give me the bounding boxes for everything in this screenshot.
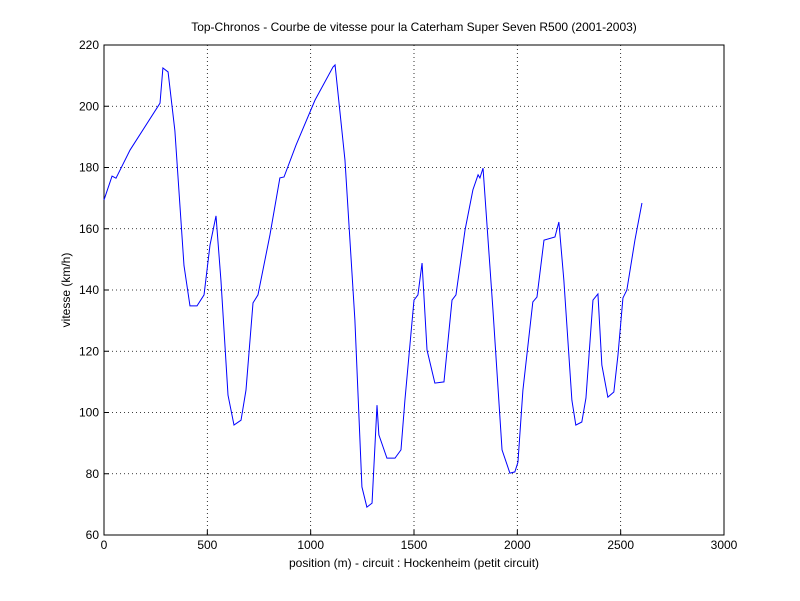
y-tick-label: 180 <box>79 161 99 175</box>
chart-title: Top-Chronos - Courbe de vitesse pour la … <box>191 20 637 34</box>
data-line <box>103 63 643 508</box>
y-tick-label: 120 <box>79 344 99 358</box>
y-tick-label: 200 <box>79 99 99 113</box>
y-tick-label: 60 <box>86 528 100 542</box>
x-tick-label: 0 <box>101 538 108 552</box>
x-tick-label: 2500 <box>607 538 634 552</box>
x-tick-label: 2000 <box>504 538 531 552</box>
y-tick-label: 80 <box>86 467 100 481</box>
plot-frame <box>103 44 725 536</box>
x-axis-label: position (m) - circuit : Hockenheim (pet… <box>289 556 539 570</box>
x-tick-label: 500 <box>197 538 217 552</box>
x-tick-label: 1000 <box>297 538 324 552</box>
y-tick-label: 140 <box>79 283 99 297</box>
y-tick-label: 220 <box>79 38 99 52</box>
x-tick-label: 1500 <box>401 538 428 552</box>
y-axis-label: vitesse (km/h) <box>59 253 73 328</box>
y-tick-label: 160 <box>79 222 99 236</box>
x-tick-label: 3000 <box>711 538 738 552</box>
y-tick-label: 100 <box>79 406 99 420</box>
